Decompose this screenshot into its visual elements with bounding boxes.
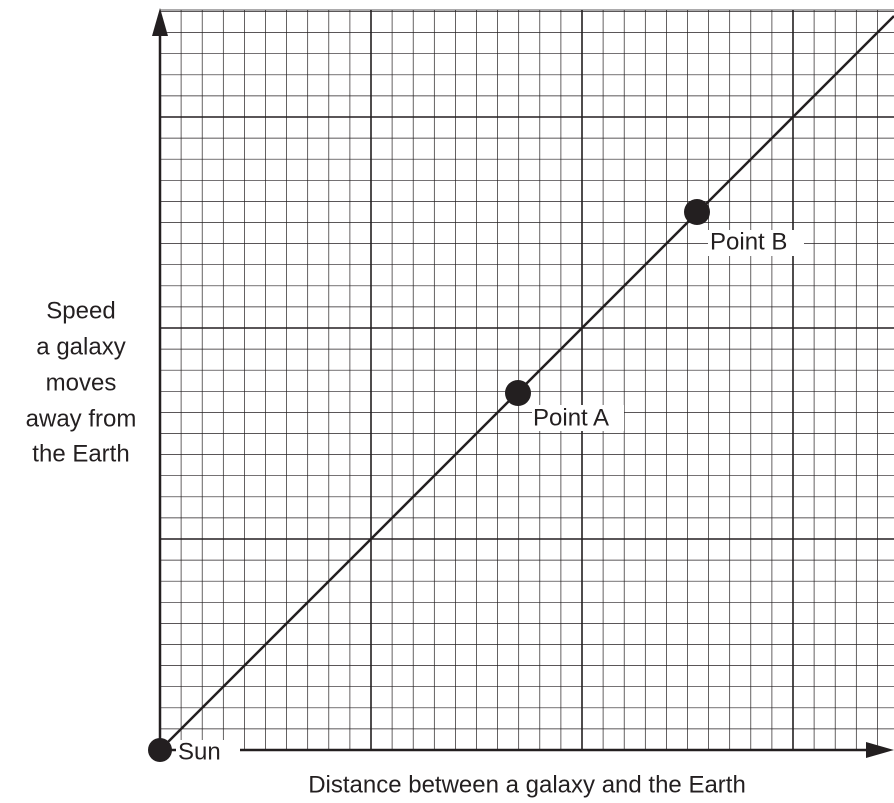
y-axis-label: the Earth bbox=[32, 440, 129, 467]
sun-point bbox=[148, 738, 172, 762]
point-label: Sun bbox=[178, 738, 221, 765]
y-axis-label: a galaxy bbox=[36, 333, 125, 360]
label-bg bbox=[176, 740, 240, 764]
point-b bbox=[684, 199, 710, 225]
point-label: Point A bbox=[533, 404, 609, 431]
y-axis-label: Speed bbox=[46, 297, 115, 324]
point-label: Point B bbox=[710, 228, 787, 255]
trend-line bbox=[159, 15, 894, 751]
graph-paper bbox=[160, 9, 894, 750]
label-bg bbox=[532, 405, 624, 431]
label-bg bbox=[708, 230, 804, 256]
x-axis-arrow bbox=[866, 742, 894, 758]
x-axis-label: Distance between a galaxy and the Earth bbox=[308, 771, 746, 798]
y-axis-arrow bbox=[152, 8, 168, 36]
y-axis-label: away from bbox=[26, 405, 137, 432]
y-axis-label: moves bbox=[46, 369, 117, 396]
point-a bbox=[505, 380, 531, 406]
